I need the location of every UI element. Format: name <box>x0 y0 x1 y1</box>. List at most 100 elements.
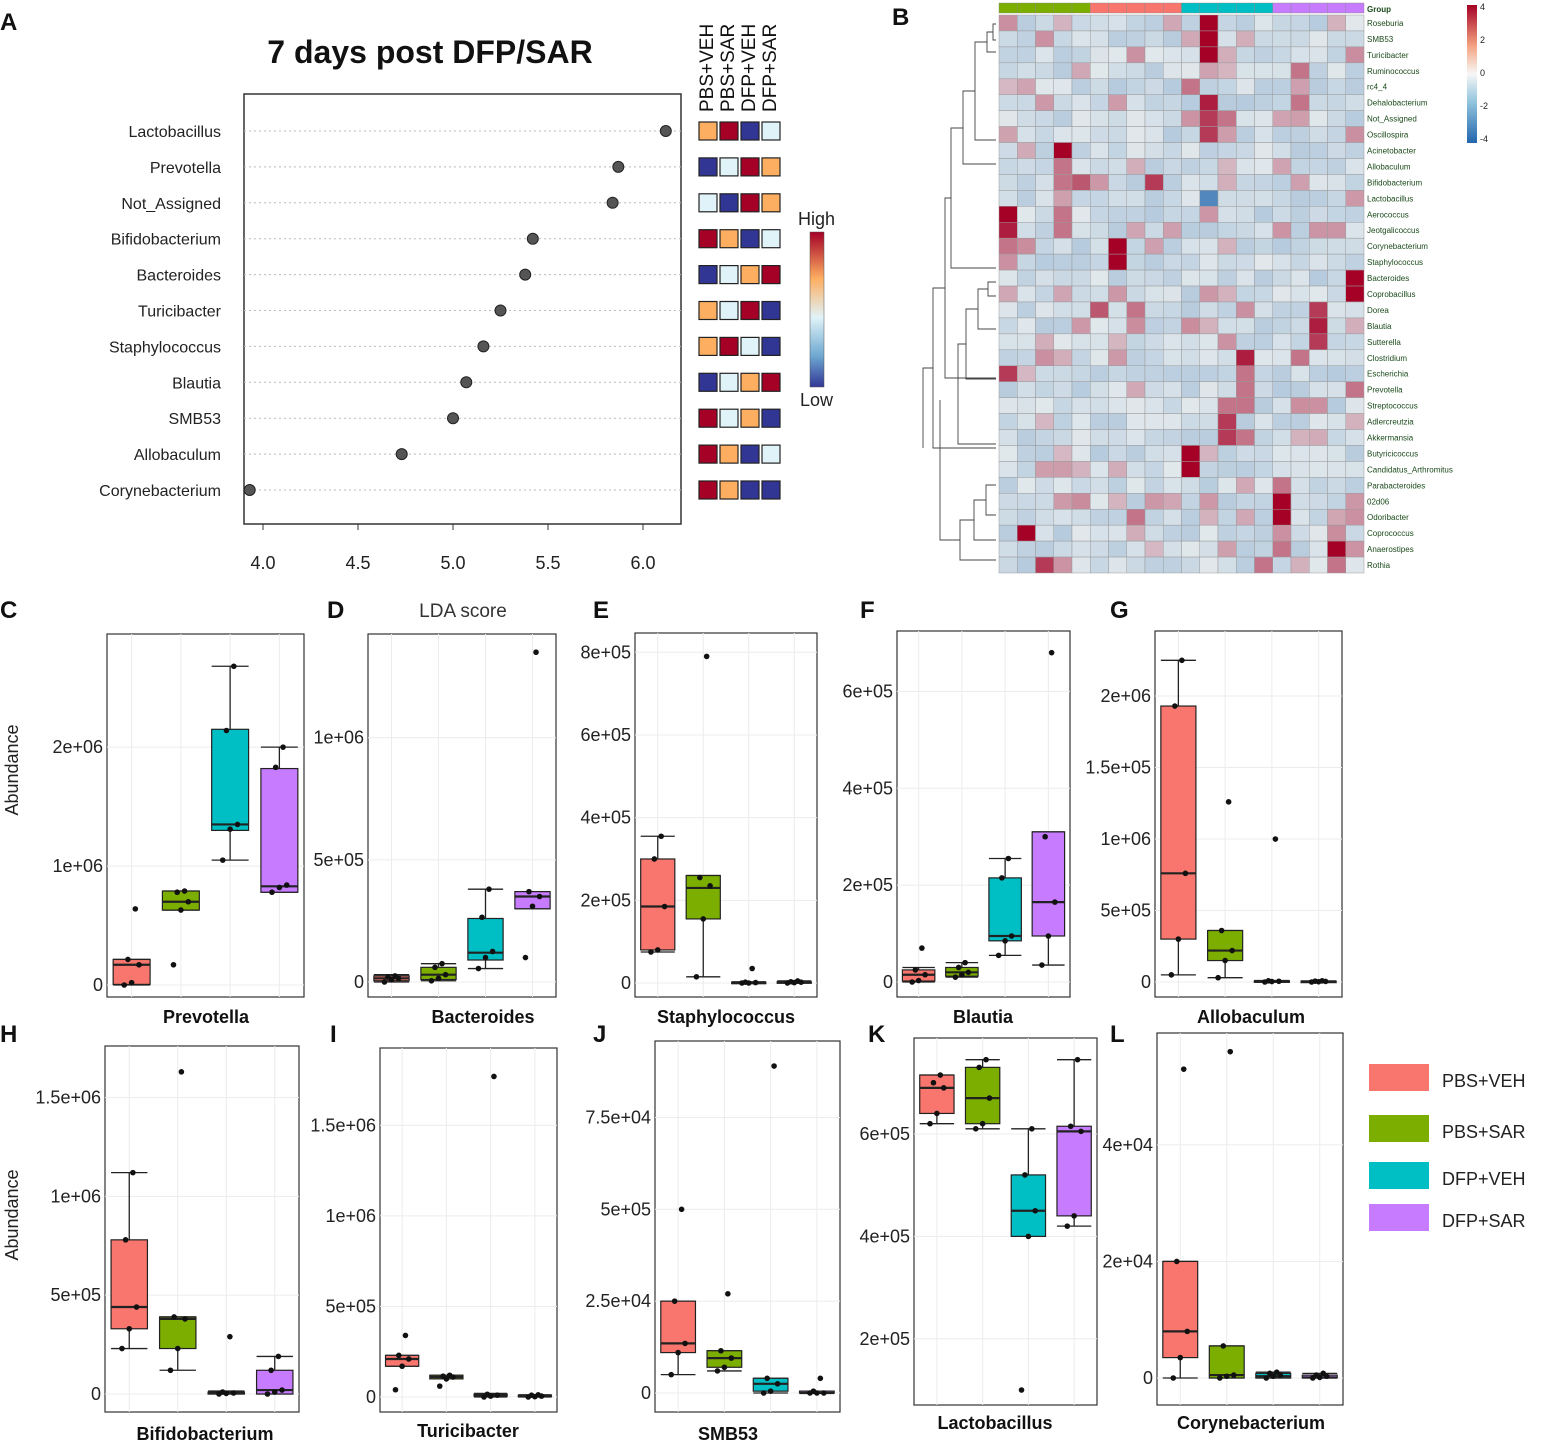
group-annotation-cell <box>1217 2 1237 14</box>
heatmap-cell <box>1017 381 1036 398</box>
heatmap-cell <box>1126 524 1146 542</box>
data-point <box>976 1064 982 1071</box>
heatmap-cell <box>1126 62 1146 80</box>
x-axis-title: Staphylococcus <box>657 1007 795 1027</box>
heatmap-cell <box>1345 556 1365 574</box>
heatmap-cell <box>1217 158 1237 175</box>
heatmap-cell <box>1053 206 1073 223</box>
data-point <box>392 973 398 979</box>
heatmap-cell <box>1199 477 1219 494</box>
data-point <box>1168 972 1175 978</box>
heatmap-cell <box>1108 190 1127 207</box>
heatmap-cell <box>1090 78 1109 95</box>
heatmap-cell <box>1163 110 1182 127</box>
data-point <box>1032 1207 1039 1214</box>
heatmap-cell <box>1272 493 1292 510</box>
lda-point <box>606 196 619 209</box>
heatmap-cell <box>1053 445 1073 462</box>
data-point <box>440 1373 446 1379</box>
heatmap-cell <box>1144 285 1164 303</box>
data-point <box>821 1390 827 1396</box>
y-tick-label: 2e+06 <box>1100 686 1151 706</box>
group-label: PBS+SAR <box>718 24 739 112</box>
data-point <box>396 1352 402 1359</box>
heatmap-cell <box>1217 285 1237 303</box>
group-level-cell <box>698 408 718 428</box>
heatmap-cell <box>1272 365 1292 382</box>
taxon-label: SMB53 <box>169 411 222 428</box>
data-point <box>178 1069 185 1075</box>
heatmap-cell <box>1309 413 1328 430</box>
data-point <box>675 1349 681 1356</box>
heatmap-cell <box>1017 445 1036 462</box>
heatmap-cell <box>1035 397 1054 414</box>
data-point <box>268 1367 274 1374</box>
heatmap-cell <box>1199 413 1219 430</box>
heatmap-cell <box>1327 508 1346 526</box>
heatmap-cell <box>1053 190 1073 207</box>
data-point <box>959 971 965 978</box>
data-point <box>668 1371 674 1378</box>
group-annotation-cell <box>1053 2 1073 14</box>
data-point <box>1179 657 1185 664</box>
legend-high-label: High <box>798 209 835 229</box>
heatmap-cell <box>1327 206 1346 223</box>
heatmap-cell <box>998 508 1018 526</box>
data-point <box>392 1386 399 1393</box>
data-point <box>1025 1233 1032 1240</box>
heatmap-cell <box>1309 397 1328 414</box>
heatmap-cell <box>1327 253 1346 271</box>
heatmap-cell <box>1090 46 1109 64</box>
heatmap-cell <box>1017 413 1036 430</box>
lda-point <box>659 125 672 137</box>
plot-frame <box>654 1040 841 1413</box>
lda-point <box>477 340 490 353</box>
heatmap-cell <box>1017 301 1036 319</box>
heatmap-cell <box>1126 206 1146 223</box>
heatmap-cell <box>1090 333 1109 351</box>
heatmap-cell <box>1181 461 1200 478</box>
heatmap-cell <box>1126 14 1146 32</box>
heatmap-cell <box>1272 190 1292 207</box>
heatmap-cell <box>1272 429 1292 446</box>
heatmap-cell <box>1236 556 1255 574</box>
x-axis-title: Bacteroides <box>431 1007 534 1027</box>
heatmap-cell <box>1035 349 1054 366</box>
heatmap-cell <box>1217 237 1237 255</box>
heatmap-cell <box>1309 190 1328 207</box>
data-point <box>658 833 664 840</box>
heatmap-cell <box>1108 269 1127 287</box>
heatmap-cell <box>1108 30 1127 48</box>
data-point <box>121 982 128 988</box>
data-point <box>231 663 237 670</box>
panel-letter: E <box>593 597 609 624</box>
heatmap-cell <box>1090 253 1109 271</box>
heatmap-cell <box>1071 222 1091 239</box>
heatmap-cell <box>1071 78 1091 95</box>
y-tick-label: 0 <box>354 972 364 992</box>
group-level-cell <box>740 229 760 249</box>
group-annotation-label: Group <box>1367 5 1391 14</box>
heatmap-row-label: Coprococcus <box>1367 529 1414 538</box>
taxon-label: Allobaculum <box>134 447 221 464</box>
heatmap-cell <box>1035 253 1054 271</box>
data-point <box>385 974 391 980</box>
y-tick-label: 2e+04 <box>1102 1251 1153 1271</box>
data-point <box>486 886 492 892</box>
heatmap-cell <box>1217 94 1237 111</box>
heatmap-cell <box>1163 333 1182 351</box>
group-level-cell <box>698 157 718 177</box>
heatmap-cell <box>1163 429 1182 446</box>
heatmap-cell <box>1108 174 1127 191</box>
heatmap-cell <box>1181 126 1200 143</box>
heatmap-cell <box>1017 285 1036 303</box>
box-panel-i: I 0 5e+05 1e+06 1.5e+06 Turicibacter <box>310 1021 558 1441</box>
heatmap-cell <box>1217 556 1237 574</box>
heatmap-cell <box>1217 524 1237 542</box>
heatmap-cell <box>998 62 1018 80</box>
plot-frame <box>104 1045 300 1413</box>
data-point <box>1074 1056 1081 1063</box>
heatmap-cell <box>998 397 1018 414</box>
data-point <box>128 979 135 986</box>
data-point <box>919 945 925 951</box>
